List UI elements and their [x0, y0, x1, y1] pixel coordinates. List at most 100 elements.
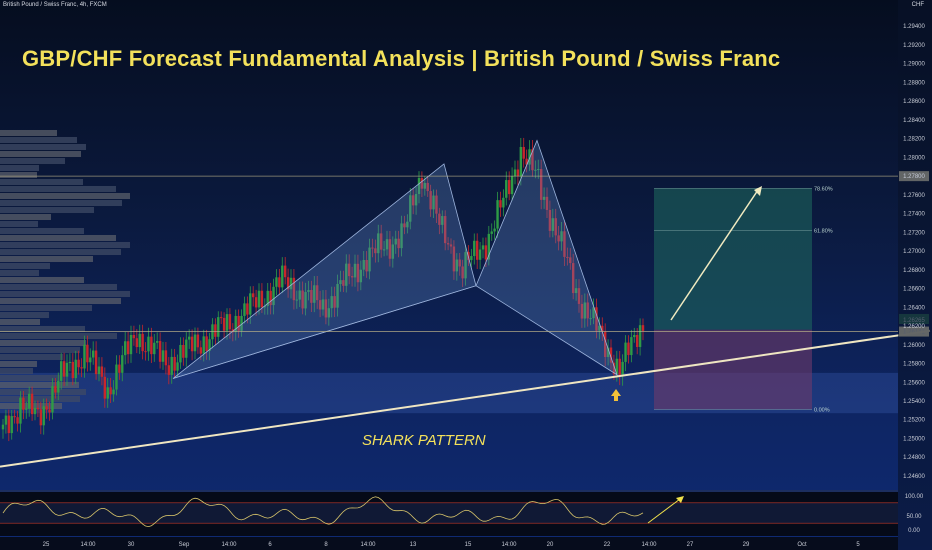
- volume-profile-bar: [0, 158, 65, 164]
- volume-profile-bar: [0, 144, 86, 150]
- candle-body: [281, 265, 284, 288]
- volume-profile-bar: [0, 312, 49, 318]
- x-tick-label: 14:00: [360, 542, 376, 548]
- candle-body: [336, 284, 339, 308]
- volume-profile-bar: [0, 179, 83, 185]
- y-tick-label: 1.27200: [903, 230, 925, 236]
- candle-body: [403, 223, 406, 228]
- candle-body: [42, 406, 45, 426]
- candle-body: [260, 290, 264, 308]
- x-tick-label: 14:00: [221, 542, 237, 548]
- candle-body: [298, 290, 301, 300]
- candle-body: [484, 245, 488, 260]
- candle-body: [339, 280, 342, 285]
- candle-body: [301, 290, 304, 309]
- candle-body: [307, 290, 310, 292]
- y-tick-label: 1.29200: [903, 43, 925, 49]
- candle-body: [496, 200, 499, 229]
- candle-body: [374, 248, 377, 254]
- y-tick-label: 1.25200: [903, 418, 925, 424]
- candle-body: [208, 339, 211, 351]
- x-tick-label: 8: [324, 542, 328, 548]
- x-tick-label: Oct: [797, 542, 807, 548]
- volume-profile-bar: [0, 249, 121, 255]
- candle-body: [257, 290, 261, 308]
- pattern-leg-xab: [172, 163, 477, 379]
- candle-body: [94, 350, 98, 375]
- candle-body: [548, 209, 552, 231]
- candle-body: [254, 297, 258, 308]
- candle-body: [586, 302, 589, 319]
- y-tick-label: 1.27800: [903, 174, 925, 180]
- candle-body: [217, 317, 220, 337]
- fib-label: 61.80%: [814, 228, 833, 234]
- volume-profile-bar: [0, 347, 80, 353]
- candle-body: [30, 393, 34, 415]
- candle-body: [423, 182, 427, 189]
- candle-body: [83, 344, 86, 369]
- y-tick-label: 1.26800: [903, 268, 925, 274]
- candle-body: [560, 231, 563, 242]
- candle-body: [219, 317, 223, 319]
- candle-body: [170, 356, 173, 375]
- candle-body: [57, 380, 60, 393]
- candle-body: [275, 277, 278, 287]
- candle-body: [577, 288, 581, 304]
- y-tick-label: 1.25600: [903, 380, 925, 386]
- candle-body: [551, 218, 555, 231]
- candle-body: [173, 356, 176, 371]
- x-tick-label: 14:00: [501, 542, 517, 548]
- candle-body: [563, 231, 566, 257]
- candle-body: [624, 342, 627, 362]
- candle-body: [324, 299, 328, 318]
- candle-body: [580, 303, 584, 319]
- candle-body: [345, 263, 348, 286]
- candle-body: [443, 216, 447, 244]
- candle-body: [141, 333, 144, 352]
- candle-body: [126, 341, 130, 355]
- candle-body: [68, 361, 72, 363]
- candle-body: [461, 266, 464, 279]
- candle-body: [289, 277, 293, 290]
- y-tick-label: 1.28000: [903, 155, 925, 161]
- candle-body: [528, 149, 531, 165]
- y-tick-label: 1.25800: [903, 362, 925, 368]
- candle-body: [112, 389, 115, 395]
- candle-body: [1, 424, 5, 430]
- y-tick-label: 1.27400: [903, 212, 925, 218]
- y-tick-label: 1.26600: [903, 287, 925, 293]
- y-tick-label: 1.26200: [903, 324, 925, 330]
- candle-body: [595, 307, 598, 331]
- candle-body: [91, 350, 95, 358]
- candle-body: [164, 350, 168, 366]
- volume-profile-bar: [0, 193, 130, 199]
- candle-body: [359, 269, 363, 283]
- candle-body: [478, 249, 482, 260]
- candle-body: [481, 245, 485, 250]
- candle-body: [97, 366, 101, 375]
- candle-body: [539, 169, 543, 200]
- candle-body: [246, 303, 249, 315]
- candle-body: [397, 238, 400, 249]
- x-axis-bg: [0, 537, 898, 550]
- projection-arrow: [670, 189, 759, 321]
- candle-body: [263, 306, 267, 308]
- y-tick-label: 1.25000: [903, 436, 925, 442]
- currency-label: CHF: [911, 2, 924, 8]
- projection-arrowhead: [754, 186, 762, 196]
- candle-body: [330, 296, 333, 309]
- y-tick-label: 1.28600: [903, 99, 925, 105]
- volume-profile-bar: [0, 375, 60, 381]
- candle-body: [411, 195, 415, 206]
- candle-body: [176, 362, 179, 371]
- x-tick-label: Sep: [179, 542, 190, 548]
- candle-body: [205, 336, 208, 351]
- candle-body: [190, 336, 194, 352]
- candle-body: [490, 231, 493, 234]
- candle-body: [633, 334, 636, 338]
- volume-profile-bar: [0, 389, 86, 395]
- candle-body: [283, 265, 287, 278]
- candle-body: [16, 417, 19, 424]
- volume-profile-bar: [0, 277, 84, 283]
